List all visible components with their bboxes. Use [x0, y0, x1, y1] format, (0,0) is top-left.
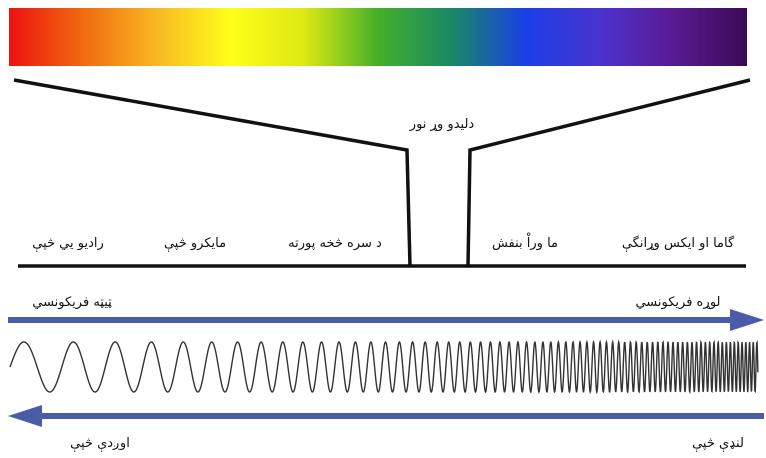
wave-signal [9, 339, 759, 395]
wavelength-arrow-shaft [40, 413, 764, 419]
low-frequency-label: ټيټه فریکونسي [32, 295, 112, 310]
visible-spectrum-bar [9, 8, 747, 66]
frequency-arrow-shaft [8, 317, 740, 323]
region-label-radio: رادیو يي څپې [32, 236, 104, 252]
region-label-microwave: مایکرو څپې [164, 236, 226, 252]
high-frequency-label: لوړه فریکونسي [635, 295, 720, 310]
region-label-infrared: د سره څخه پورته [288, 236, 382, 251]
region-label-gamma-xray: گاما او ايکس وړانگې [622, 235, 735, 252]
long-wave-label: اوږدې څپې [70, 436, 130, 452]
wavelength-arrow [8, 405, 764, 427]
wavelength-arrow-head [8, 405, 42, 427]
short-wave-label: لنډې څپې [692, 436, 744, 452]
frequency-arrow-head [730, 309, 764, 331]
funnel-right-line [466, 78, 751, 267]
region-label-ultraviolet: ما وراْ بنفش [492, 232, 558, 251]
funnel-lines [13, 78, 751, 268]
frequency-arrow [8, 309, 764, 331]
funnel-left-line [13, 78, 412, 267]
visible-light-label: دليدو وړ نور [409, 117, 475, 132]
